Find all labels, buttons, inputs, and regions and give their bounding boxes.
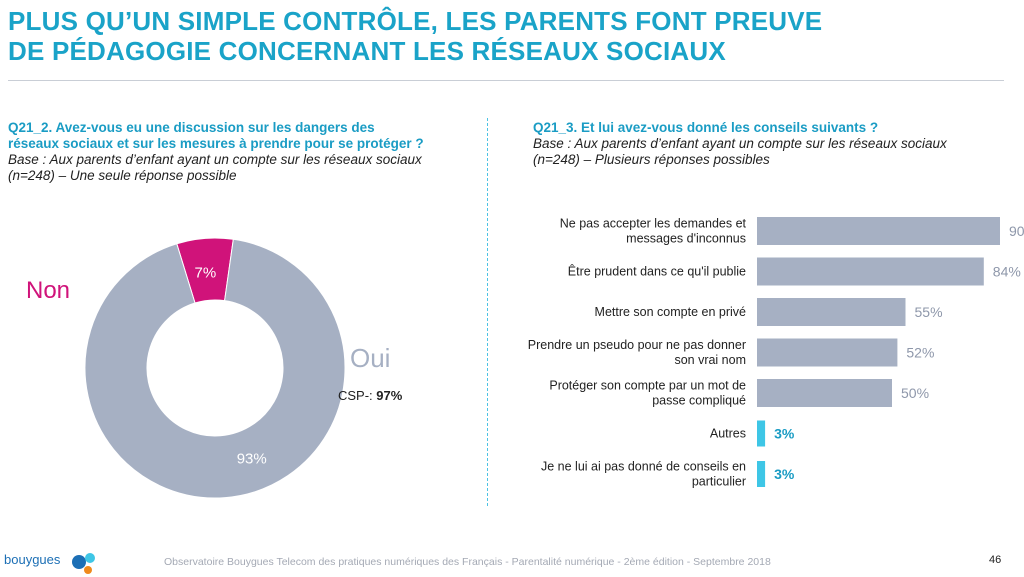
donut-value-non: 7% [195,264,217,281]
bar-category-label-1-line-2: messages d'inconnus [626,232,746,246]
page-title: PLUS QU’UN SIMPLE CONTRÔLE, LES PARENTS … [8,6,1008,66]
bar-value-6: 3% [774,426,795,442]
column-divider [487,118,488,506]
logo-dot-blue [72,555,86,569]
bar-category-label-5-line-1: Protéger son compte par un mot de [549,379,746,393]
left-question-block: Q21_2. Avez-vous eu une discussion sur l… [8,120,478,184]
bar-7 [757,461,766,487]
bar-category-label-7-line-1: Je ne lui ai pas donné de conseils en [541,460,746,474]
bar-category-label-1-line-1: Ne pas accepter les demandes et [560,217,747,231]
bar-category-label-5-line-2: passe compliqué [652,394,746,408]
bar-category-label-3-line-1: Mettre son compte en privé [595,305,747,319]
bar-3 [757,298,906,326]
bar-category-label-6-line-1: Autres [710,427,746,441]
donut-chart: 7% 93% [84,237,346,499]
csp-label: CSP-: [338,388,373,403]
bar-category-label-2-line-1: Être prudent dans ce qu'il publie [568,264,746,279]
csp-value: 97% [376,388,403,403]
bar-5 [757,379,892,407]
right-question-block: Q21_3. Et lui avez-vous donné les consei… [533,120,1003,168]
bar-value-3: 55% [915,304,943,320]
logo-dot-cyan [85,553,95,563]
left-base-line-1: Base : Aux parents d’enfant ayant un com… [8,152,422,167]
bar-value-4: 52% [906,345,934,361]
page-title-line-2: DE PÉDAGOGIE CONCERNANT LES RÉSEAUX SOCI… [8,36,726,66]
page-number: 46 [989,554,1002,566]
page-title-line-1: PLUS QU’UN SIMPLE CONTRÔLE, LES PARENTS … [8,6,823,36]
csp-annotation: CSP-: 97% [338,388,402,403]
left-question-line-1: Q21_2. Avez-vous eu une discussion sur l… [8,120,375,135]
bar-4 [757,338,898,367]
donut-slice-oui [84,238,346,499]
bar-chart: 90% Ne pas accepter les demandes etmessag… [528,217,1024,489]
legend-non: Non [26,277,71,304]
legend-oui: Oui [350,343,391,373]
bar-value-5: 50% [901,385,929,401]
bouygues-logo: bouygues [4,552,95,574]
left-question-line-2: réseaux sociaux et sur les mesures à pre… [8,136,424,151]
left-base-line-2: (n=248) – Une seule réponse possible [8,168,237,183]
bar-category-label-4-line-1: Prendre un pseudo pour ne pas donner [528,338,746,352]
bar-2 [757,257,984,286]
bar-category-label-4-line-2: son vrai nom [674,353,746,367]
bar-1 [757,217,1000,245]
logo-text: bouygues [4,552,61,567]
right-question: Q21_3. Et lui avez-vous donné les consei… [533,120,879,135]
bar-value-2: 84% [993,264,1021,280]
bar-category-label-7-line-2: particulier [692,475,746,489]
bar-value-1: 90% [1009,223,1024,239]
bar-value-7: 3% [774,466,795,482]
footer-text: Observatoire Bouygues Telecom des pratiq… [164,556,771,568]
title-divider [8,80,1004,81]
right-base-line-1: Base : Aux parents d’enfant ayant un com… [533,136,947,151]
bar-6 [757,420,766,447]
right-base-line-2: (n=248) – Plusieurs réponses possibles [533,152,770,167]
donut-value-oui: 93% [237,451,267,468]
logo-dot-orange [84,566,92,574]
